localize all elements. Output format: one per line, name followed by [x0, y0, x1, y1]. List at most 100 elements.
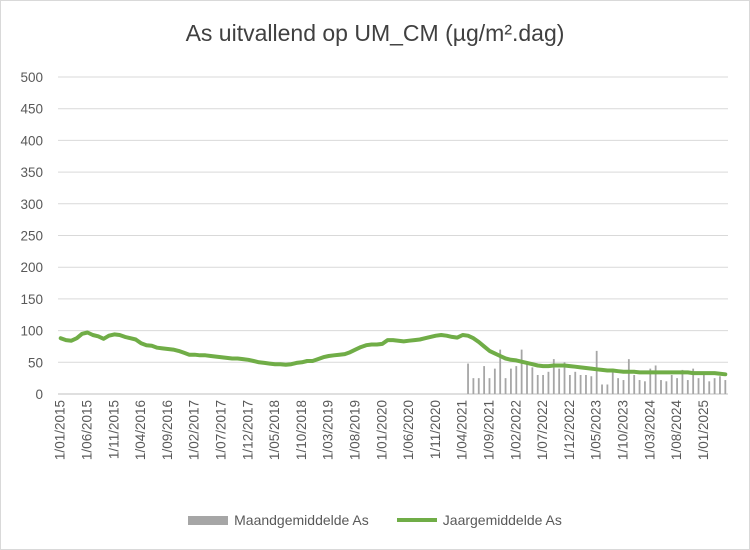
y-tick-label: 250 [20, 229, 43, 244]
bar [493, 368, 496, 394]
x-tick-label: 1/11/2015 [106, 400, 121, 459]
bar [499, 349, 502, 394]
series-line [58, 330, 728, 377]
bar [692, 368, 695, 394]
bar [531, 367, 534, 394]
bar [579, 374, 582, 394]
x-tick-label: 1/12/2017 [240, 400, 255, 460]
bar [654, 365, 657, 394]
bar [676, 378, 678, 394]
bar [665, 381, 668, 394]
x-tick-label: 1/07/2022 [535, 400, 550, 460]
bar [585, 374, 587, 394]
bar [681, 369, 684, 394]
x-tick-label: 1/06/2020 [401, 400, 416, 460]
x-tick-label: 1/04/2021 [455, 400, 470, 460]
bar [622, 380, 625, 394]
x-tick-label: 1/06/2015 [79, 400, 94, 460]
bar [574, 371, 577, 394]
bar [558, 368, 561, 394]
legend-label-maandgemiddelde: Maandgemiddelde As [234, 512, 369, 528]
bar-series-maandgemiddelde [467, 349, 727, 394]
x-tick-label: 1/08/2024 [669, 400, 684, 461]
bar [644, 381, 646, 394]
bar [702, 374, 705, 394]
y-tick-label: 0 [35, 387, 43, 402]
chart-title: As uitvallend op UM_CM (µg/m².dag) [185, 20, 565, 46]
bar [708, 381, 711, 394]
x-tick-label: 1/01/2020 [374, 400, 389, 460]
bar [526, 362, 528, 394]
bar [504, 378, 507, 394]
x-tick-label: 1/02/2017 [187, 400, 202, 460]
bar [536, 374, 539, 394]
bar [477, 378, 480, 394]
x-tick-label: 1/05/2023 [589, 400, 604, 460]
bar [638, 380, 641, 394]
x-tick-label: 1/05/2018 [267, 400, 282, 460]
y-tick-label: 50 [28, 355, 43, 370]
bar [542, 374, 544, 394]
legend-swatch-line [396, 518, 437, 522]
bar [713, 378, 716, 394]
x-tick-label: 1/07/2017 [213, 400, 228, 460]
bar [563, 362, 566, 394]
x-tick-label: 1/10/2018 [294, 400, 309, 460]
x-tick-label: 1/09/2021 [481, 400, 496, 460]
bar [719, 376, 721, 394]
x-tick-label: 1/09/2016 [160, 400, 175, 460]
bar [686, 380, 689, 394]
bar [467, 363, 469, 394]
x-tick-label: 1/04/2016 [133, 400, 148, 460]
legend-item-jaargemiddelde: Jaargemiddelde As [396, 512, 562, 528]
bar [660, 380, 662, 394]
x-tick-label: 1/01/2015 [53, 400, 68, 460]
line-series-jaargemiddelde [58, 330, 728, 377]
bar [483, 366, 486, 394]
bar [552, 359, 555, 394]
bar [649, 368, 652, 394]
x-tick-label: 1/03/2024 [642, 400, 657, 461]
bar [697, 378, 700, 394]
bar [520, 349, 523, 394]
x-tick-label: 1/03/2019 [321, 400, 336, 460]
bar [472, 378, 475, 394]
x-tick-label: 1/11/2020 [428, 400, 443, 459]
x-axis-ticks: 1/01/2015 1/06/2015 1/11/2015 1/04/2016 1/09… [53, 400, 711, 461]
bar [670, 374, 673, 394]
bar [547, 371, 550, 394]
bar [627, 359, 630, 394]
bar [611, 369, 614, 394]
legend-swatch-bar [188, 515, 229, 525]
gridlines [58, 76, 728, 395]
bar [595, 350, 598, 394]
bar [515, 366, 518, 394]
x-tick-label: 1/12/2022 [562, 400, 577, 460]
bar [724, 380, 727, 394]
legend-label-jaargemiddelde: Jaargemiddelde As [442, 512, 562, 528]
bar [617, 378, 620, 394]
y-tick-label: 100 [20, 324, 43, 339]
y-tick-label: 350 [20, 165, 43, 180]
bar [568, 374, 571, 394]
y-axis-ticks: 0 50 100 150 200 250 300 350 400 450 500 [20, 70, 43, 402]
x-tick-label: 1/08/2019 [347, 400, 362, 460]
chart-legend: Maandgemiddelde As Jaargemiddelde As [0, 508, 750, 532]
x-tick-label: 1/01/2025 [696, 400, 711, 460]
bar [510, 368, 512, 394]
bar [606, 384, 609, 394]
y-tick-label: 500 [20, 70, 43, 85]
y-tick-label: 450 [20, 102, 43, 117]
bar [633, 374, 636, 394]
y-tick-label: 400 [20, 133, 43, 148]
bar [601, 384, 603, 394]
bar [488, 378, 491, 394]
legend-item-maandgemiddelde: Maandgemiddelde As [188, 512, 369, 528]
bar [590, 376, 593, 394]
y-tick-label: 300 [20, 197, 43, 212]
y-tick-label: 200 [20, 260, 43, 275]
y-tick-label: 150 [20, 292, 43, 307]
x-tick-label: 1/10/2023 [615, 400, 630, 460]
